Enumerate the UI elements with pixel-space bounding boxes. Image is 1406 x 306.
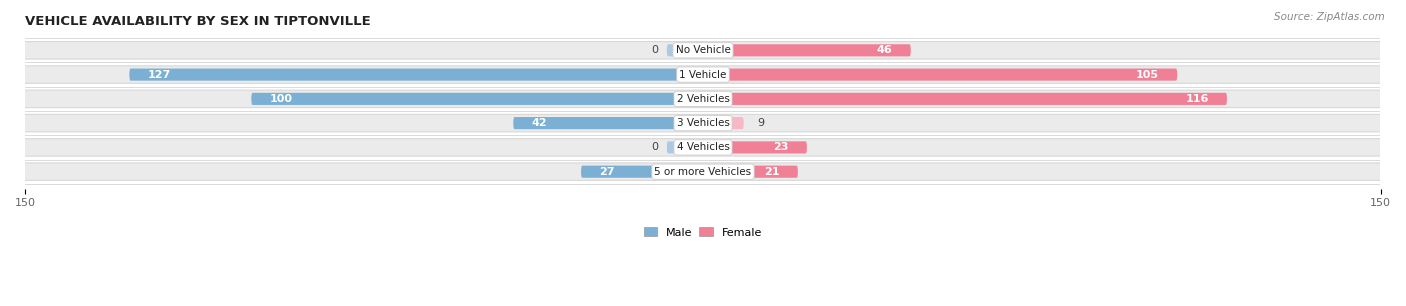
Text: 105: 105: [1136, 69, 1159, 80]
FancyBboxPatch shape: [17, 42, 1389, 59]
FancyBboxPatch shape: [703, 69, 1177, 81]
Text: 0: 0: [651, 45, 658, 55]
Text: 1 Vehicle: 1 Vehicle: [679, 69, 727, 80]
FancyBboxPatch shape: [581, 166, 703, 178]
FancyBboxPatch shape: [703, 93, 1227, 105]
FancyBboxPatch shape: [703, 44, 911, 56]
Text: 116: 116: [1185, 94, 1209, 104]
FancyBboxPatch shape: [252, 93, 703, 105]
Text: 27: 27: [599, 167, 614, 177]
Text: 21: 21: [765, 167, 780, 177]
Text: 9: 9: [758, 118, 765, 128]
Text: 2 Vehicles: 2 Vehicles: [676, 94, 730, 104]
FancyBboxPatch shape: [703, 166, 797, 178]
Text: 127: 127: [148, 69, 170, 80]
Text: 23: 23: [773, 142, 789, 152]
FancyBboxPatch shape: [703, 117, 744, 129]
Text: 4 Vehicles: 4 Vehicles: [676, 142, 730, 152]
Legend: Male, Female: Male, Female: [640, 223, 766, 242]
FancyBboxPatch shape: [17, 114, 1389, 132]
Text: 42: 42: [531, 118, 547, 128]
Text: 100: 100: [270, 94, 292, 104]
Text: 5 or more Vehicles: 5 or more Vehicles: [654, 167, 752, 177]
FancyBboxPatch shape: [513, 117, 703, 129]
FancyBboxPatch shape: [17, 163, 1389, 181]
Text: No Vehicle: No Vehicle: [675, 45, 731, 55]
FancyBboxPatch shape: [17, 139, 1389, 156]
Text: VEHICLE AVAILABILITY BY SEX IN TIPTONVILLE: VEHICLE AVAILABILITY BY SEX IN TIPTONVIL…: [25, 15, 371, 28]
Text: Source: ZipAtlas.com: Source: ZipAtlas.com: [1274, 12, 1385, 22]
FancyBboxPatch shape: [129, 69, 703, 81]
Text: 0: 0: [651, 142, 658, 152]
Text: 46: 46: [877, 45, 893, 55]
Text: 3 Vehicles: 3 Vehicles: [676, 118, 730, 128]
FancyBboxPatch shape: [703, 141, 807, 154]
FancyBboxPatch shape: [17, 66, 1389, 83]
FancyBboxPatch shape: [17, 90, 1389, 108]
FancyBboxPatch shape: [666, 141, 703, 154]
FancyBboxPatch shape: [666, 44, 703, 56]
